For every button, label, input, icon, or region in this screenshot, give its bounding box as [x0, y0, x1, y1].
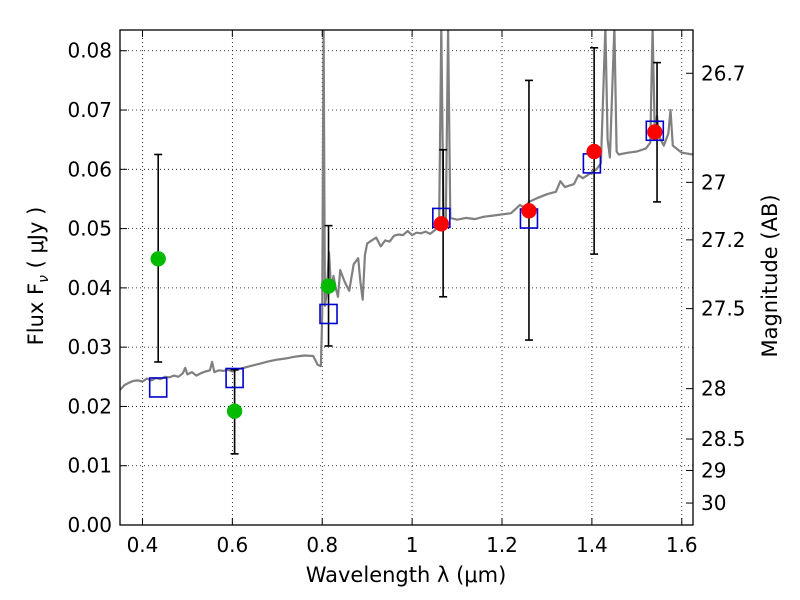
- x-axis-label: Wavelength λ (μm): [306, 563, 507, 587]
- magnitude-tick-label: 29: [701, 458, 726, 482]
- magnitude-tick-label: 28.5: [701, 427, 746, 451]
- y-tick-label: 0.05: [67, 217, 112, 241]
- x-tick-label: 1.6: [666, 533, 698, 557]
- y-tick-label: 0.02: [67, 394, 112, 418]
- plot-frame: [119, 29, 694, 526]
- x-tick-label: 0.6: [216, 533, 248, 557]
- y-tick-label: 0.04: [67, 276, 112, 300]
- right-axis-label: Magnitude (AB): [758, 194, 782, 357]
- x-tick-label: 1.4: [576, 533, 608, 557]
- model-spectrum-line: [120, 30, 693, 391]
- y-tick-label: 0.07: [67, 98, 112, 122]
- y-axis-label-sub: ν: [36, 275, 52, 283]
- nondetection-point: [150, 251, 166, 267]
- detection-point: [433, 216, 450, 232]
- plot-area: [120, 30, 693, 455]
- magnitude-tick-label: 26.7: [701, 61, 746, 85]
- y-tick-label: 0.00: [67, 513, 112, 537]
- model-photometry-square: [645, 120, 665, 142]
- magnitude-tick-label: 27: [701, 170, 726, 194]
- y-tick-label: 0.01: [67, 454, 112, 478]
- x-tick-label: 0.8: [306, 533, 338, 557]
- detection-point: [586, 143, 602, 160]
- magnitude-tick-label: 27.2: [701, 228, 746, 252]
- x-tick-label: 1.2: [486, 533, 518, 557]
- model-photometry-square: [319, 303, 338, 325]
- detection-point: [647, 124, 663, 140]
- y-axis-label: Flux Fν ( μJy ): [24, 207, 52, 346]
- magnitude-tick-label: 30: [701, 491, 726, 515]
- y-tick-label: 0.08: [67, 39, 112, 63]
- model-photometry-square: [148, 377, 168, 398]
- y-axis-label-main: Flux F: [24, 283, 48, 345]
- model-photometry-square: [225, 367, 244, 389]
- y-axis-label-unit: ( μJy ): [24, 207, 48, 275]
- magnitude-tick-label: 27.5: [701, 297, 746, 321]
- axes-ticks: 0.4 0.6 0.8 1 1.2 1.4 1.6 0.00 0.01 0.02 0.03 0.04 0…: [67, 30, 746, 557]
- x-tick-label: 1: [406, 533, 419, 557]
- detection-point: [521, 203, 537, 219]
- x-tick-label: 0.4: [127, 533, 159, 557]
- magnitude-tick-label: 28: [701, 377, 726, 401]
- y-tick-label: 0.06: [67, 157, 112, 181]
- grid: [120, 30, 693, 526]
- nondetection-point: [226, 403, 243, 419]
- y-tick-label: 0.03: [67, 335, 112, 359]
- nondetection-point: [320, 278, 337, 294]
